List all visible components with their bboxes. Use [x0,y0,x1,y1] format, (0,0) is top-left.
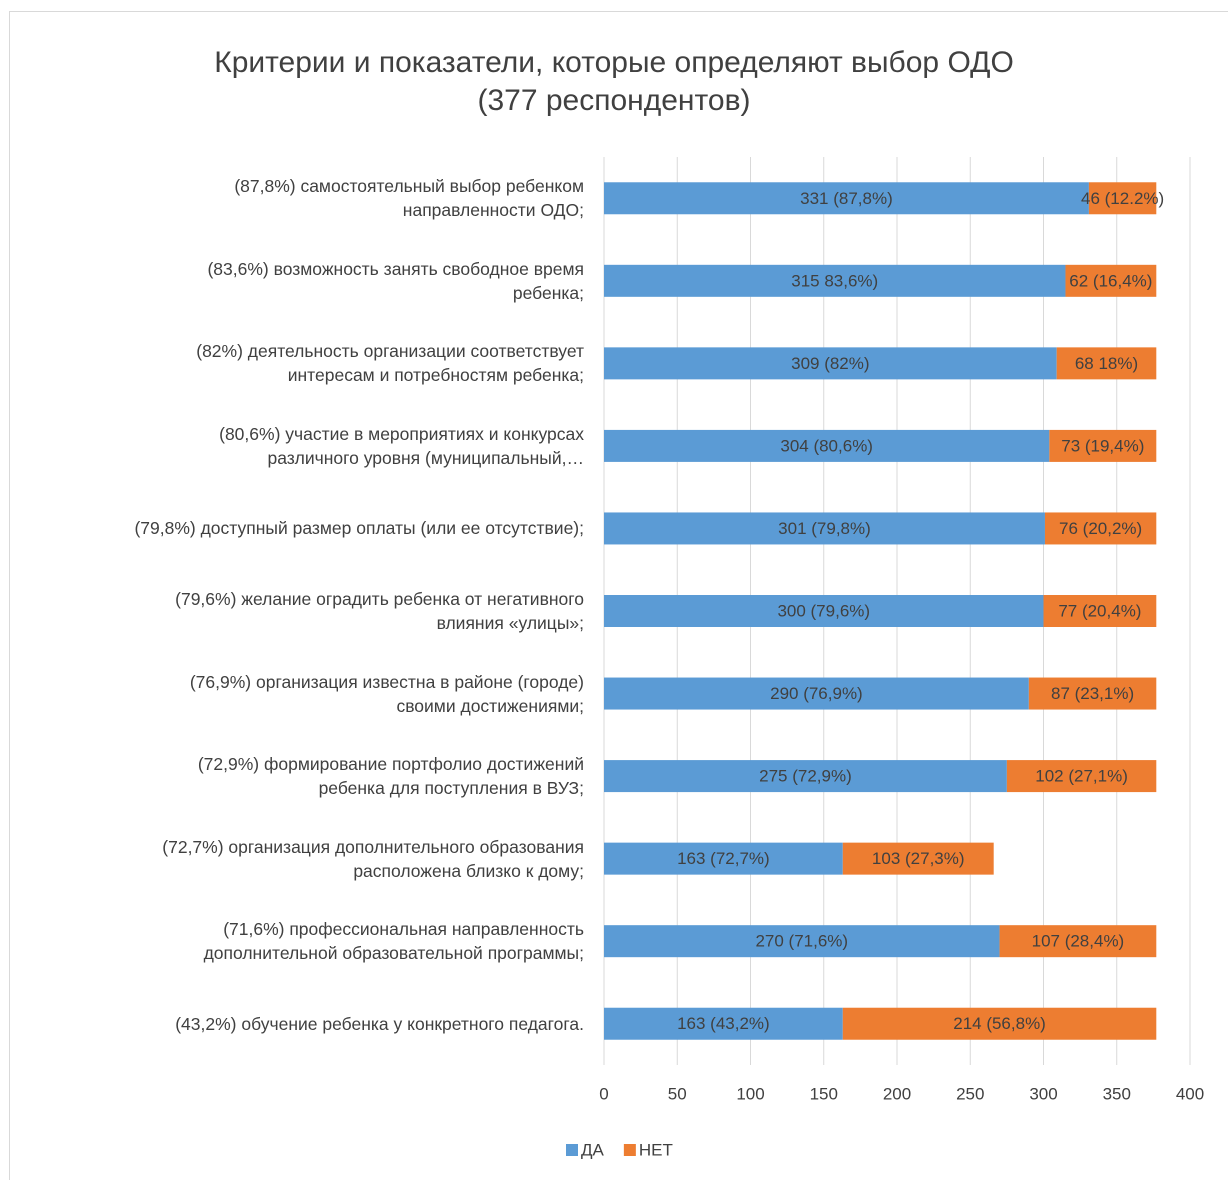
x-tick-label: 0 [599,1084,608,1103]
bar-segment [604,842,843,875]
x-tick-label: 350 [1103,1084,1131,1103]
bar-segment [842,1007,1157,1040]
data-label: 46 (12.2%) [1081,189,1164,208]
legend-label: ДА [581,1140,605,1159]
bar-segment [1065,264,1157,297]
data-label: 275 (72,9%) [759,767,852,786]
bar-segment [604,347,1057,380]
legend-swatch [623,1144,636,1156]
legend-swatch [566,1144,578,1156]
data-label: 76 (20,2%) [1059,519,1142,538]
bar-segment [604,1007,843,1040]
data-label: 73 (19,4%) [1061,436,1144,455]
y-tick-label: (72,9%) формирование портфолио достижени… [197,754,584,799]
y-tick-label: (82%) деятельность организации соответст… [196,341,584,386]
data-label: 77 (20,4%) [1058,601,1141,620]
chart-title: Критерии и показатели, которые определяю… [214,46,1014,117]
bar-segment [1028,677,1157,710]
x-tick-label: 100 [736,1084,764,1103]
y-tick-label: (80,6%) участие в мероприятиях и конкурс… [219,423,584,468]
data-label: 163 (43,2%) [677,1014,770,1033]
data-label: 68 18%) [1075,354,1138,373]
y-tick-label: (79,6%) желание оградить ребенка от нега… [175,589,584,633]
y-tick-label: (87,8%) самостоятельный выбор ребенком н… [234,176,584,221]
bar-segment [1056,347,1157,380]
x-tick-label: 50 [668,1084,687,1103]
data-label: 300 (79,6%) [777,601,870,620]
data-label: 102 (27,1%) [1035,767,1128,786]
bar-segment [604,677,1029,710]
x-tick-label: 400 [1176,1084,1204,1103]
data-label: 290 (76,9%) [770,684,863,703]
data-label: 309 (82%) [791,354,869,373]
data-label: 315 83,6%) [791,271,878,290]
bar-segment [604,182,1089,215]
bar-segment [604,429,1050,462]
y-tick-label: (76,9%) организация известна в районе (г… [189,671,584,716]
bar-segment [604,512,1045,545]
data-label: 301 (79,8%) [778,519,871,538]
bar-segment [604,264,1066,297]
data-label: 304 (80,6%) [780,436,873,455]
bar-segment [1043,595,1157,627]
bar-segment [1044,512,1157,545]
bar-segment [604,595,1044,627]
x-tick-label: 200 [883,1084,911,1103]
bar-segment [1006,760,1157,793]
data-label: 163 (72,7%) [677,849,770,868]
y-tick-label: (72,7%) организация дополнительного обра… [162,836,584,881]
y-tick-label: (79,8%) доступный размер оплаты (или ее … [134,518,584,539]
legend-label: НЕТ [639,1140,673,1159]
y-tick-label: (83,6%) возможность занять свободное вре… [207,258,584,303]
data-label: 107 (28,4%) [1032,932,1125,951]
bar-segment [999,925,1157,958]
bar-segment [842,842,994,875]
data-label: 62 (16,4%) [1069,271,1152,290]
bar-segment [1049,429,1157,462]
x-tick-label: 300 [1029,1084,1057,1103]
bar-segment [604,925,1000,958]
bar-segment [1088,182,1157,215]
data-label: 331 (87,8%) [800,189,893,208]
data-label: 214 (56,8%) [953,1014,1046,1033]
x-tick-label: 250 [956,1084,984,1103]
data-label: 103 (27,3%) [872,849,965,868]
data-label: 87 (23,1%) [1051,684,1134,703]
bar-segment [604,760,1007,793]
data-label: 270 (71,6%) [755,932,848,951]
y-tick-label: (71,6%) профессиональная направленность … [203,919,584,964]
y-tick-label: (43,2%) обучение ребенка у конкретного п… [175,1013,584,1034]
x-tick-label: 150 [810,1084,838,1103]
